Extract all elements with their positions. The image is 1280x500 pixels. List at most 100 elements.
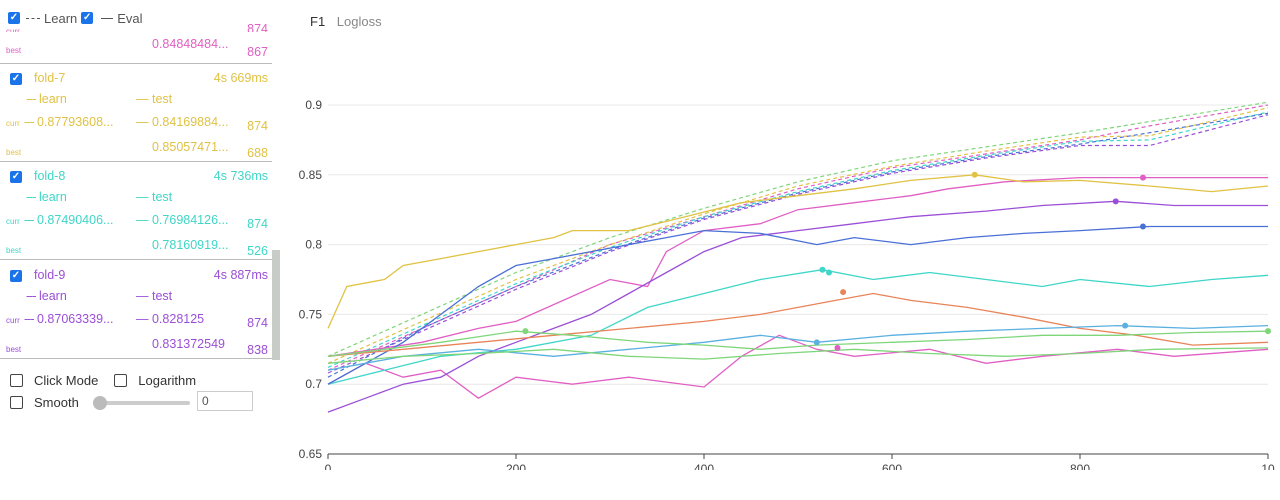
fold-best-label: best <box>6 246 22 255</box>
logarithm-checkbox[interactable] <box>114 374 128 387</box>
x-tick-label: 200 <box>506 462 526 470</box>
fold-best-iter: 838 <box>247 343 268 357</box>
fold-panel: ✓ fold-8 4s 736ms --- learn — test curr --- 0.… <box>0 162 272 259</box>
partial-curr-iter: 874 <box>247 22 268 32</box>
fold-best-label: best <box>6 148 22 157</box>
logarithm-label: Logarithm <box>138 373 197 388</box>
fold-curr-test: — 0.828125 <box>136 312 205 326</box>
fold-curr-test: — 0.76984126... <box>136 213 229 227</box>
test-series-line <box>327 324 1269 371</box>
fold-learn-legend: --- learn <box>26 92 67 106</box>
fold-test-label: test <box>151 289 173 303</box>
fold-curr-learn-value: 0.87063339... <box>36 312 114 326</box>
fold-time: 4s 887ms <box>213 268 268 282</box>
fold-panel: ✓ fold-9 4s 887ms --- learn — test curr --- 0.… <box>0 261 272 358</box>
fold-test-legend: — test <box>136 289 173 303</box>
fold-curr-learn: --- 0.87063339... <box>24 312 114 326</box>
test-series-line <box>327 292 1269 357</box>
fold-time: 4s 669ms <box>213 71 268 85</box>
fold-curr-test-value: 0.76984126... <box>151 213 229 227</box>
fold-best-iter: 688 <box>247 146 268 160</box>
fold-learn-legend: --- learn <box>26 190 67 204</box>
fold-learn-label: learn <box>38 92 67 106</box>
fold-curr-label: curr <box>6 217 20 226</box>
test-series-line <box>327 334 1269 399</box>
fold-divider <box>0 259 272 260</box>
best-iteration-marker <box>522 328 529 335</box>
partial-best-test: 0.84848484... <box>152 37 229 51</box>
y-tick-label: 0.8 <box>305 238 322 252</box>
fold-test-legend: — test <box>136 190 173 204</box>
x-tick-label: 400 <box>694 462 714 470</box>
smooth-row: Smooth <box>10 395 79 410</box>
fold-learn-label: learn <box>38 190 67 204</box>
test-series-line <box>327 347 1269 364</box>
partial-fold: curr 874 0.84848484... best 867 <box>0 0 272 62</box>
fold-best-test: 0.831372549 <box>152 337 225 351</box>
fold-curr-test-value: 0.84169884... <box>151 115 229 129</box>
fold-best-test: 0.85057471... <box>152 140 229 154</box>
x-tick-label: 10 <box>1261 462 1275 470</box>
smooth-checkbox[interactable] <box>10 396 23 409</box>
test-series-line <box>327 174 1269 329</box>
fold-curr-iter: 874 <box>247 316 268 330</box>
fold-checkbox[interactable]: ✓ <box>10 73 22 85</box>
fold-best-iter: 526 <box>247 244 268 258</box>
smooth-label: Smooth <box>34 395 79 410</box>
y-tick-label: 0.85 <box>299 168 323 182</box>
best-iteration-marker <box>1139 174 1146 181</box>
fold-curr-iter: 874 <box>247 217 268 231</box>
fold-curr-test-value: 0.828125 <box>151 312 205 326</box>
best-iteration-marker <box>826 269 833 276</box>
fold-checkbox[interactable]: ✓ <box>10 171 22 183</box>
smooth-slider-handle[interactable] <box>93 396 107 410</box>
learn-series-line <box>327 107 1269 364</box>
learn-series-line <box>327 111 1269 368</box>
learn-checkbox[interactable]: ✓ <box>8 12 20 24</box>
best-iteration-marker <box>834 344 841 351</box>
metric-tabs: F1 Logloss <box>310 14 382 29</box>
best-iteration-marker <box>840 289 847 296</box>
test-series-line <box>327 176 1268 357</box>
x-tick-label: 0 <box>325 462 332 470</box>
learn-toggle-label: Learn <box>44 10 78 26</box>
fold-curr-label: curr <box>6 119 20 128</box>
tab-logloss[interactable]: Logloss <box>336 14 382 29</box>
fold-name: fold-9 <box>34 268 66 282</box>
eval-toggle-label: Eval <box>117 10 143 26</box>
f1-chart[interactable]: 0.65 0.7 0.75 0.8 0.85 0.9 0 200 400 600 800 10 <box>290 80 1280 470</box>
best-iteration-marker <box>1122 322 1129 329</box>
sidebar: ✓ Learn ✓ Eval curr 874 0.84848484... be… <box>0 0 282 500</box>
click-mode-label: Click Mode <box>34 373 99 388</box>
best-iteration-marker <box>1265 328 1271 335</box>
best-iteration-marker <box>971 171 978 178</box>
y-tick-label: 0.65 <box>299 447 323 461</box>
fold-divider <box>0 161 272 162</box>
fold-name: fold-8 <box>34 169 66 183</box>
eval-checkbox[interactable]: ✓ <box>81 12 94 24</box>
fold-divider <box>0 358 272 359</box>
fold-checkbox[interactable]: ✓ <box>10 270 22 282</box>
best-iteration-marker <box>1112 198 1119 205</box>
sidebar-scrollbar[interactable] <box>272 250 280 360</box>
test-series-line <box>327 330 1269 357</box>
partial-curr-label: curr <box>6 27 20 32</box>
smooth-slider-track[interactable] <box>96 401 190 405</box>
fold-time: 4s 736ms <box>213 169 268 183</box>
fold-curr-label: curr <box>6 316 20 325</box>
tab-f1[interactable]: F1 <box>310 14 326 29</box>
best-iteration-marker <box>1139 223 1146 230</box>
smooth-value-input[interactable]: 0 <box>197 391 253 411</box>
learn-series-line <box>327 112 1269 378</box>
click-mode-row: Click Mode Logarithm <box>10 373 196 388</box>
best-iteration-marker <box>813 339 820 346</box>
partial-best-label: best <box>6 46 22 55</box>
click-mode-checkbox[interactable] <box>10 374 23 387</box>
fold-panel: ✓ fold-7 4s 669ms --- learn — test curr --- 0.… <box>0 64 272 161</box>
best-iteration-marker <box>819 266 826 273</box>
learn-series-line <box>327 104 1269 371</box>
y-tick-label: 0.7 <box>305 377 322 391</box>
fold-best-test: 0.78160919... <box>152 238 229 252</box>
fold-test-label: test <box>151 190 173 204</box>
partial-best-iter: 867 <box>247 45 268 59</box>
